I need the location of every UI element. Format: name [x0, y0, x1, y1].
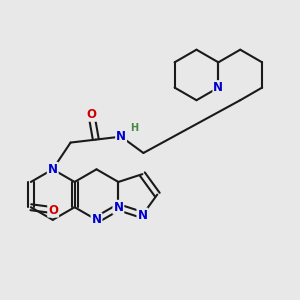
- Text: N: N: [137, 208, 147, 221]
- Text: H: H: [130, 123, 139, 133]
- Text: N: N: [116, 130, 126, 143]
- Text: N: N: [92, 213, 101, 226]
- Text: O: O: [48, 204, 58, 217]
- Text: N: N: [113, 201, 123, 214]
- Text: O: O: [86, 108, 96, 121]
- Text: N: N: [213, 81, 224, 94]
- Text: N: N: [48, 163, 58, 176]
